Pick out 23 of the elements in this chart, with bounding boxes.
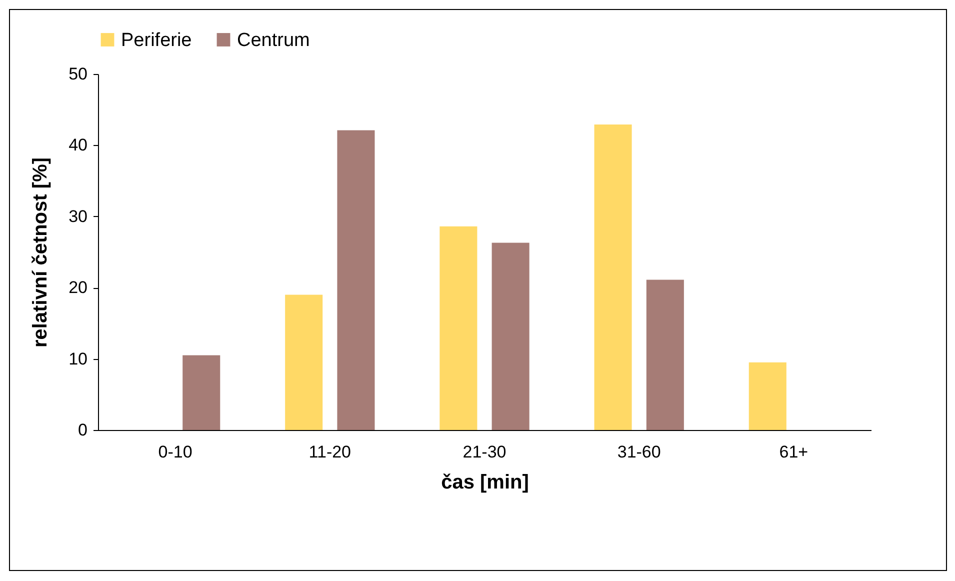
- legend-label: Centrum: [237, 30, 310, 51]
- y-tick-label: 0: [78, 420, 88, 440]
- y-axis-title: relativní četnost [%]: [30, 157, 52, 348]
- y-tick-label: 40: [68, 136, 88, 155]
- bar: [285, 294, 323, 430]
- y-tick-label: 10: [68, 349, 88, 368]
- y-tick-label: 50: [68, 64, 88, 84]
- bar: [594, 124, 632, 430]
- x-tick-label: 31-60: [617, 442, 661, 462]
- bar: [646, 280, 684, 430]
- y-tick-label: 20: [68, 278, 88, 298]
- x-tick-label: 0-10: [158, 442, 192, 462]
- x-tick-label: 61+: [779, 442, 808, 462]
- bar: [748, 362, 786, 430]
- bar: [182, 355, 220, 430]
- bar: [492, 242, 530, 430]
- bar: [337, 130, 375, 430]
- bar: [440, 226, 478, 430]
- x-axis-title: čas [min]: [441, 472, 529, 494]
- x-tick-label: 21-30: [462, 442, 506, 462]
- x-tick-label: 11-20: [308, 442, 352, 462]
- y-tick-label: 30: [68, 206, 88, 226]
- legend-label: Periferie: [121, 30, 192, 51]
